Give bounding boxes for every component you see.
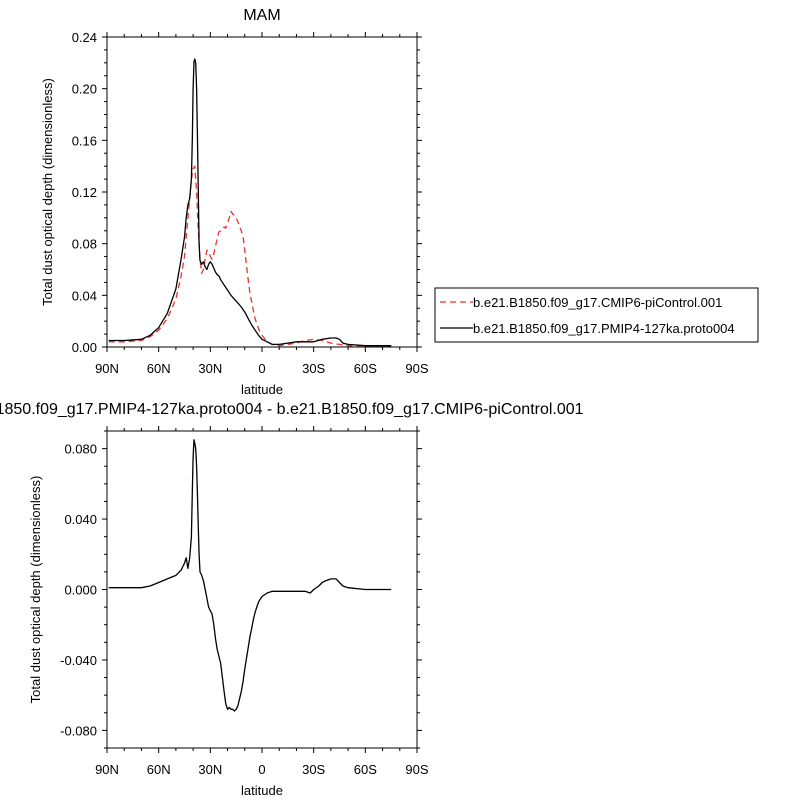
chart1-xtick-label: 90S <box>405 762 428 777</box>
chart0-xtick-label: 60S <box>354 361 377 376</box>
chart0-xtick-label: 30S <box>302 361 325 376</box>
chart0-xtick-label: 90N <box>95 361 119 376</box>
chart0-ytick-label: 0.24 <box>72 30 97 45</box>
chart1-xtick-label: 30S <box>302 762 325 777</box>
chart0-ytick-label: 0.12 <box>72 185 97 200</box>
chart1-xtick-label: 60S <box>354 762 377 777</box>
chart0-legend-label-0: b.e21.B1850.f09_g17.CMIP6-piControl.001 <box>473 295 722 310</box>
chart0-series-0-line <box>108 165 392 347</box>
chart0-ytick-label: 0.04 <box>72 288 97 303</box>
chart1-ytick-label: 0.040 <box>64 512 97 527</box>
chart0-frame <box>106 36 418 348</box>
chart0-xtick-label: 0 <box>258 361 265 376</box>
panel-difference: b.e21.B1850.f09_g17.PMIP4-127ka.proto004… <box>0 401 584 798</box>
chart1-title: b.e21.B1850.f09_g17.PMIP4-127ka.proto004… <box>0 401 584 418</box>
chart0-xtick-label: 90S <box>405 361 428 376</box>
chart1-ylabel: Total dust optical depth (dimensionless) <box>28 476 43 704</box>
chart1-series-0-line <box>108 439 392 712</box>
chart0-title: MAM <box>243 7 280 24</box>
chart1-ytick-label: 0.000 <box>64 583 97 598</box>
chart0-legend-box <box>434 287 759 343</box>
chart0-series-1-line <box>108 58 392 347</box>
chart0-ylabel: Total dust optical depth (dimensionless) <box>40 78 55 306</box>
chart1-xtick-label: 90N <box>95 762 119 777</box>
chart0-ytick-label: 0.08 <box>72 237 97 252</box>
chart1-xlabel: latitude <box>241 783 283 798</box>
chart1-xtick-label: 60N <box>147 762 171 777</box>
chart0-legend-label-1: b.e21.B1850.f09_g17.PMIP4-127ka.proto004 <box>473 321 735 336</box>
chart0-ytick-label: 0.00 <box>72 340 97 355</box>
chart0-xtick-label: 60N <box>147 361 171 376</box>
chart0-ytick-label: 0.16 <box>72 133 97 148</box>
chart0-xlabel: latitude <box>241 382 283 397</box>
chart1-ytick-label: -0.080 <box>60 723 97 738</box>
chart1-ytick-label: 0.080 <box>64 442 97 457</box>
chart1-ytick-label: -0.040 <box>60 653 97 668</box>
panel-mam: MAM 90N 60N 30N 0 30S 60S 90S 0.00 0.04 0.08 0.12 0.… <box>40 7 759 397</box>
chart0-ytick-label: 0.20 <box>72 82 97 97</box>
chart0-xtick-label: 30N <box>198 361 222 376</box>
chart1-xtick-label: 0 <box>258 762 265 777</box>
chart1-xtick-label: 30N <box>198 762 222 777</box>
